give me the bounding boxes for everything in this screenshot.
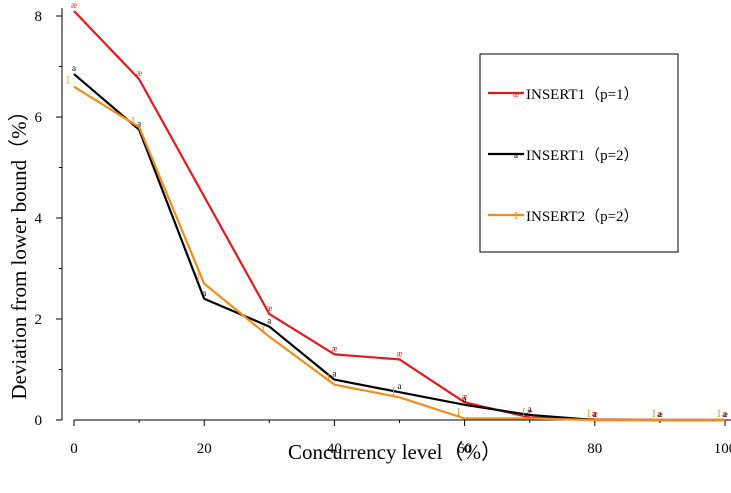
y-tick-label: 0	[35, 413, 43, 429]
x-tick-label: 40	[327, 441, 342, 457]
data-point: a	[593, 409, 597, 419]
y-tick-label: 8	[35, 9, 43, 25]
x-tick-label: 80	[587, 441, 602, 457]
data-point: Ⅰ	[262, 326, 266, 336]
y-tick-label: 6	[35, 110, 43, 126]
data-point: Ⅰ	[587, 409, 591, 419]
legend-label: INSERT1（p=2）	[526, 147, 639, 164]
x-tick-label: 0	[70, 441, 78, 457]
data-point: a	[398, 381, 402, 391]
legend-marker: Ⅰ	[514, 211, 518, 221]
data-point: a	[202, 288, 206, 298]
data-point: æ	[657, 409, 663, 419]
axes: 0 20 40 60 80 100 0 2 4 6 8	[35, 8, 731, 457]
data-point: æ	[592, 408, 598, 418]
data-point: a	[723, 409, 727, 419]
series-line	[73, 85, 725, 422]
data-point: a	[267, 316, 271, 326]
data-point: Ⅰ	[392, 386, 396, 396]
data-point: æ	[71, 0, 77, 10]
data-point: Ⅰ	[652, 409, 656, 419]
data-point: Ⅰ	[522, 407, 526, 417]
y-tick-label: 4	[35, 211, 43, 227]
data-point: æ	[527, 406, 533, 416]
legend-marker: a	[514, 150, 518, 160]
x-tick-label: 100	[714, 441, 731, 457]
x-tick-label: 60	[457, 441, 472, 457]
data-point: Ⅰ	[196, 273, 200, 283]
y-axis-label: Deviation from lower bound（%）	[7, 100, 31, 399]
x-axis-label: Concurrency level（%）	[288, 440, 502, 464]
data-point: æ	[462, 391, 468, 401]
series-2: Ⅰ Ⅰ Ⅰ Ⅰ Ⅰ Ⅰ Ⅰ Ⅰ Ⅰ Ⅰ Ⅰ	[66, 76, 725, 422]
data-point: a	[658, 409, 662, 419]
data-point: æ	[396, 348, 402, 358]
legend-label: INSERT2（p=2）	[526, 208, 639, 225]
data-point: Ⅰ	[66, 76, 70, 86]
data-point: a	[72, 63, 76, 73]
data-point: a	[332, 369, 336, 379]
x-tick-label: 20	[197, 441, 212, 457]
legend-marker: æ	[513, 89, 519, 99]
data-point: æ	[331, 343, 337, 353]
data-point: æ	[266, 303, 272, 313]
y-tick-label: 2	[35, 312, 43, 328]
legend-label: INSERT1（p=1）	[526, 86, 639, 103]
data-point: a	[463, 394, 467, 404]
data-point: Ⅰ	[327, 374, 331, 384]
data-point: Ⅰ	[717, 409, 721, 419]
data-point: Ⅰ	[457, 407, 461, 417]
data-point: a	[137, 119, 141, 129]
data-point: æ	[722, 409, 728, 419]
legend: æ INSERT1（p=1） a INSERT1（p=2） Ⅰ INSERT2（p=2）	[479, 53, 679, 253]
data-point: æ	[136, 68, 142, 78]
data-point: a	[528, 404, 532, 414]
data-point: Ⅰ	[131, 116, 135, 126]
